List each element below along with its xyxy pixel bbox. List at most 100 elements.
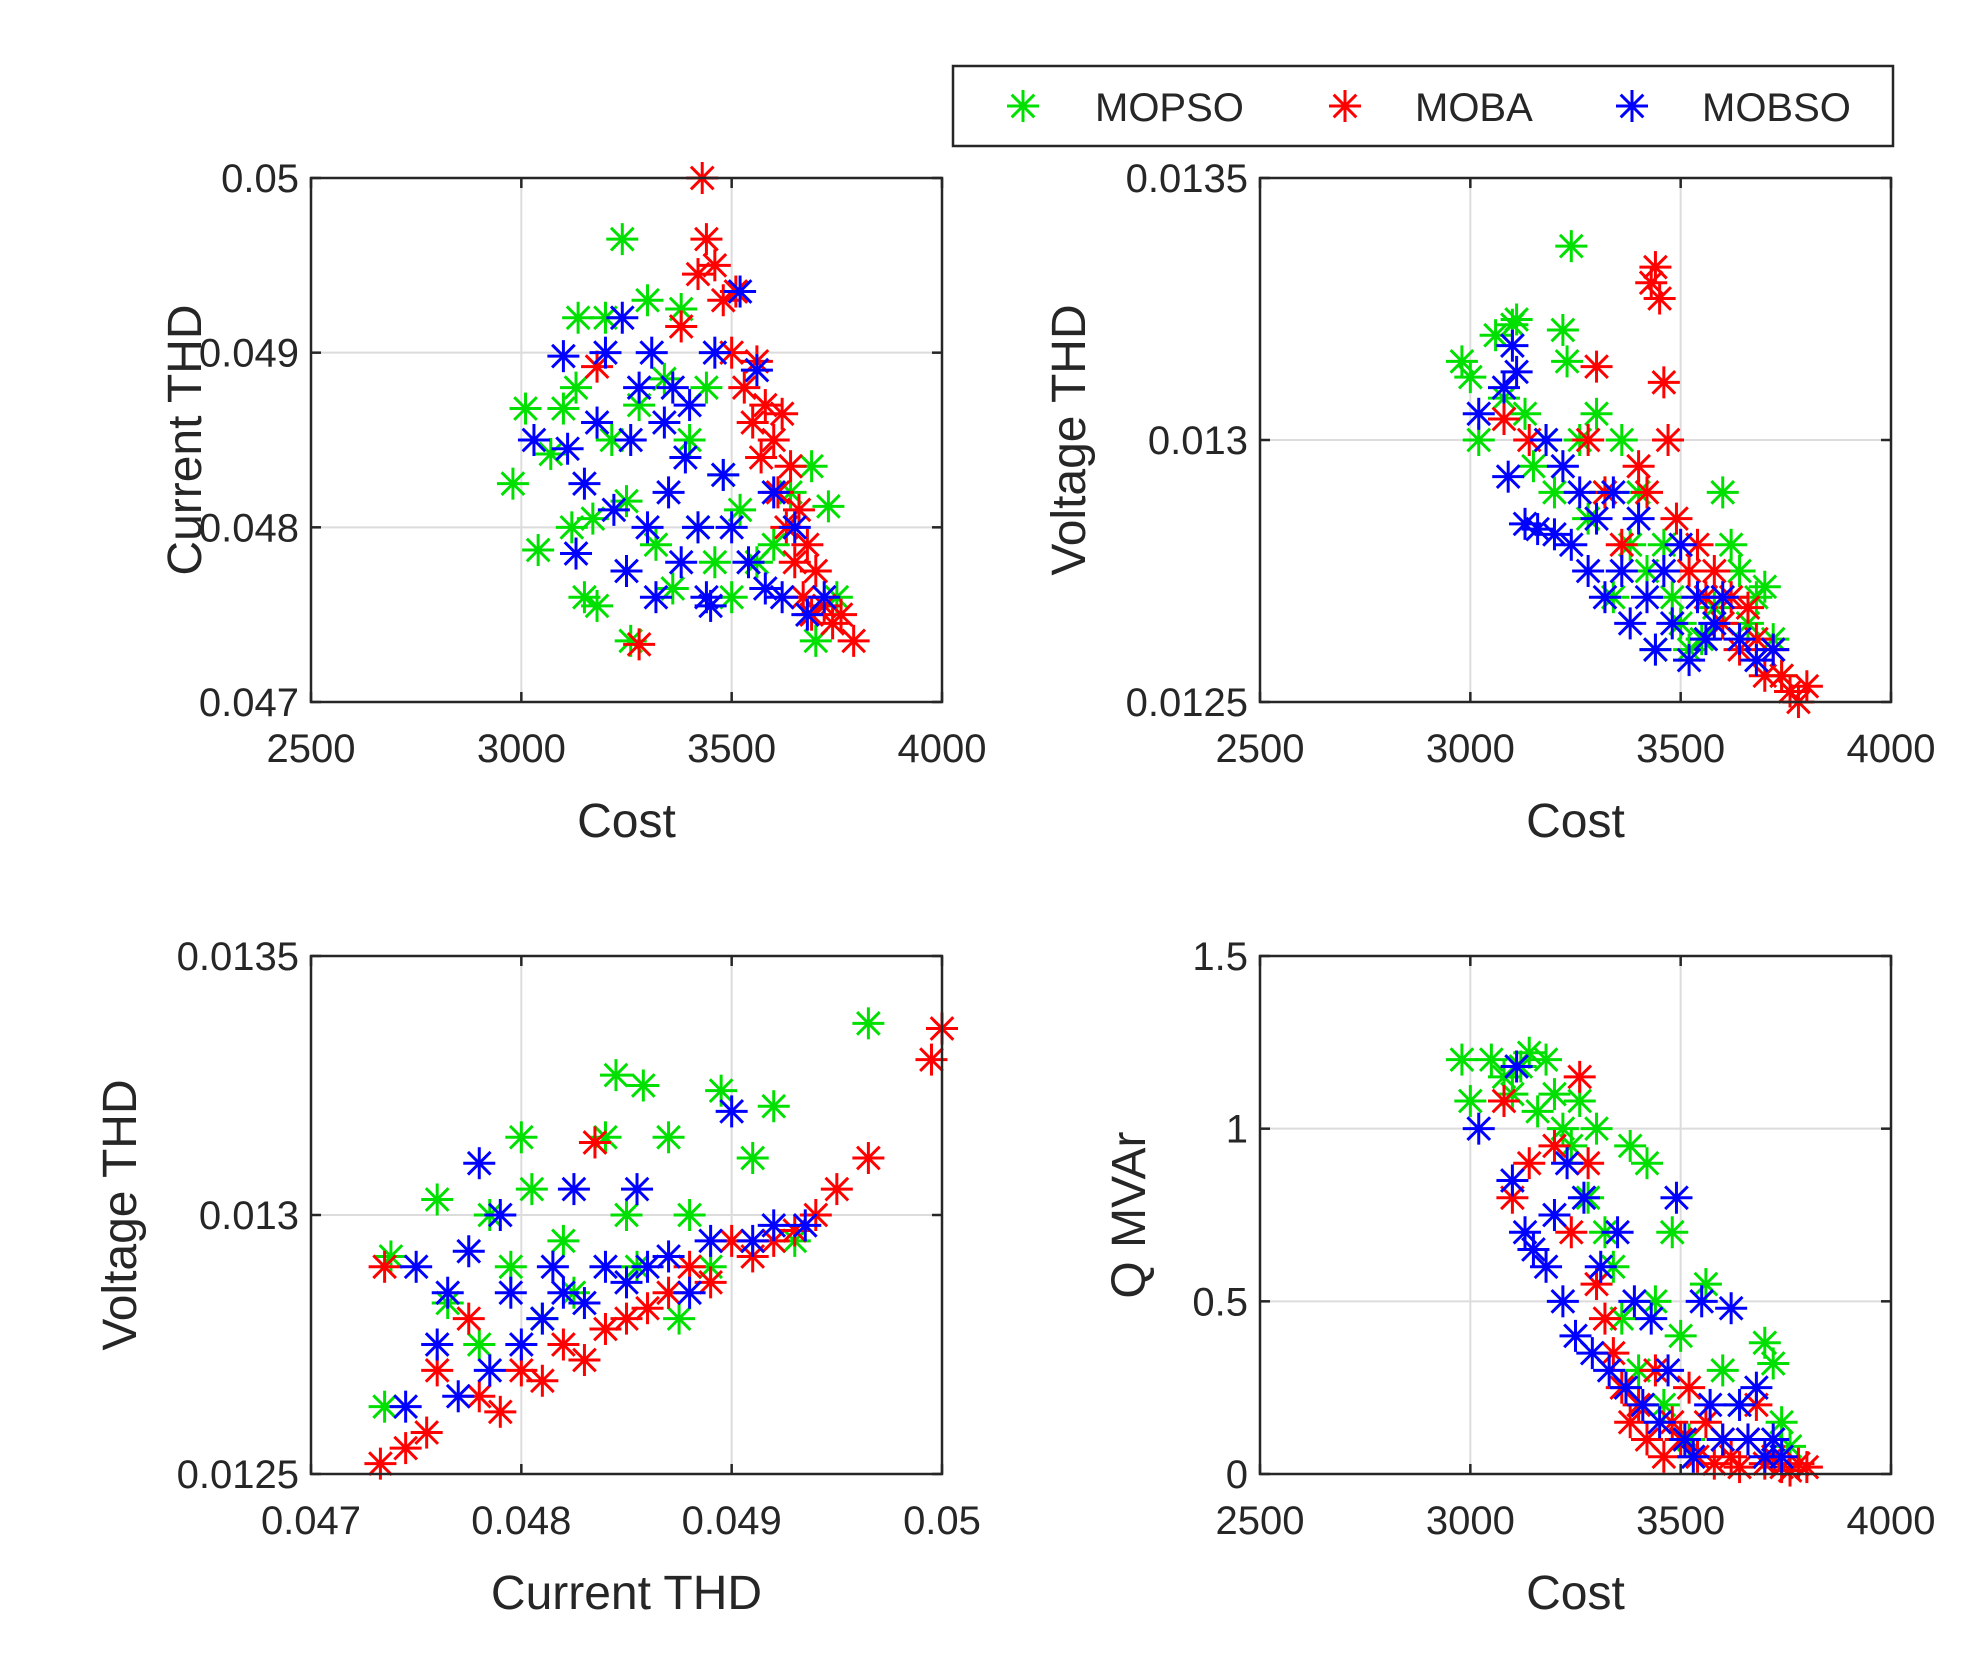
data-point-mobso <box>665 546 698 579</box>
data-point-mobso <box>631 1250 664 1283</box>
data-point-mopso <box>562 301 595 334</box>
data-point-mobso <box>732 546 765 579</box>
data-point-mopso <box>1664 1319 1697 1352</box>
data-point-mobso <box>614 424 647 456</box>
data-point-mobso <box>400 1250 433 1283</box>
data-point-mopso <box>595 424 628 456</box>
data-point-mopso <box>1445 1043 1478 1076</box>
data-point-moba <box>766 397 799 430</box>
data-point-mobso <box>631 511 664 544</box>
data-point-mopso <box>547 1224 580 1257</box>
axes-box <box>1258 954 1893 1476</box>
data-point-moba <box>1538 1129 1571 1162</box>
data-point-mopso <box>421 1183 454 1216</box>
data-point-moba <box>1580 350 1613 383</box>
data-point-moba <box>694 1266 727 1299</box>
data-point-mopso <box>463 1328 496 1361</box>
data-point-moba <box>631 1292 664 1325</box>
data-point-mopso <box>589 1121 622 1154</box>
data-point-mobso <box>1593 1354 1626 1387</box>
data-point-mobso <box>1597 476 1630 509</box>
plot-area <box>1260 956 1891 1474</box>
data-point-mobso <box>589 336 622 369</box>
y-tick-label: 1 <box>1226 1108 1248 1152</box>
y-tick-label: 0.0125 <box>1126 681 1248 725</box>
data-point-mopso <box>757 1090 790 1123</box>
x-tick-label: 0.048 <box>471 1499 571 1543</box>
data-point-mopso <box>757 528 790 561</box>
data-point-moba <box>1487 1085 1520 1118</box>
legend-entry-mobso: MOBSO <box>1616 86 1851 130</box>
data-point-mopso <box>1765 1406 1798 1439</box>
x-tick-label: 3000 <box>1426 1499 1515 1543</box>
data-point-moba <box>1588 1302 1621 1335</box>
legend-entry-moba: MOBA <box>1329 86 1533 130</box>
data-point-mobso <box>1673 644 1706 677</box>
data-point-mobso <box>757 476 790 509</box>
data-point-mopso <box>673 1199 706 1231</box>
data-point-mopso <box>606 223 639 256</box>
series-mobso <box>389 1095 822 1423</box>
data-point-moba <box>749 389 782 422</box>
y-tick-label: 0.5 <box>1192 1280 1248 1324</box>
data-point-mobso <box>1462 1112 1495 1145</box>
data-point-mopso <box>496 467 529 500</box>
x-tick-label: 3500 <box>1636 1499 1725 1543</box>
data-point-mobso <box>1530 424 1563 456</box>
x-tick-label: 3000 <box>1426 727 1515 771</box>
data-point-mobso <box>766 581 799 614</box>
data-point-mobso <box>635 336 668 369</box>
data-point-mobso <box>473 1354 506 1387</box>
data-point-mobso <box>1462 397 1495 430</box>
data-point-moba <box>682 258 715 291</box>
x-tick-label: 3500 <box>1636 727 1725 771</box>
data-point-moba <box>1572 1147 1605 1180</box>
data-point-mopso <box>509 392 542 425</box>
data-point-mobso <box>1652 1354 1685 1387</box>
data-point-mopso <box>1748 570 1781 603</box>
data-point-moba <box>1660 502 1693 535</box>
y-axis-label: Current THD <box>159 304 212 575</box>
data-point-mobso <box>1614 607 1647 640</box>
data-point-mobso <box>1517 1233 1550 1266</box>
data-point-mobso <box>557 1173 590 1206</box>
data-point-moba <box>1790 670 1823 703</box>
data-point-mobso <box>1622 502 1655 535</box>
data-point-moba <box>610 1302 643 1335</box>
data-point-moba <box>1563 1060 1596 1093</box>
data-point-moba <box>852 1142 885 1175</box>
data-point-moba <box>1605 528 1638 561</box>
data-point-mobso <box>639 581 672 614</box>
x-tick-label: 4000 <box>1847 727 1936 771</box>
data-point-mobso <box>1715 1292 1748 1325</box>
data-point-mobso <box>1580 502 1613 535</box>
data-point-mopso <box>1500 303 1533 336</box>
data-point-moba <box>484 1395 517 1428</box>
y-tick-label: 0.047 <box>199 681 299 725</box>
data-point-mobso <box>581 406 614 439</box>
data-point-mobso <box>1668 1423 1701 1456</box>
y-tick-label: 0.05 <box>221 157 299 201</box>
data-point-mopso <box>1605 424 1638 456</box>
x-axis-label: Current THD <box>491 1567 762 1620</box>
data-point-mobso <box>1677 1440 1710 1473</box>
data-point-mobso <box>682 511 715 544</box>
data-point-moba <box>652 1276 685 1309</box>
data-point-mopso <box>665 293 698 325</box>
legend: MOPSO MOBA MOBSO <box>951 64 1895 148</box>
data-point-mobso <box>1660 1181 1693 1214</box>
data-point-mobso <box>1601 1216 1634 1249</box>
data-point-mobso <box>1555 528 1588 561</box>
series-moba <box>364 1012 958 1480</box>
plot-cost-vs-voltage-thd: 2500 3000 3500 4000 0.0125 0.013 0.0135 Cost Vol… <box>1043 157 1935 848</box>
data-point-moba <box>452 1302 485 1335</box>
data-point-mopso <box>1546 313 1579 346</box>
data-point-mopso <box>1723 555 1756 587</box>
data-point-moba <box>820 1173 853 1206</box>
data-point-mobso <box>1546 450 1579 483</box>
y-axis-label: Voltage THD <box>94 1079 147 1350</box>
data-point-mobso <box>715 511 748 544</box>
data-point-mobso <box>724 275 757 308</box>
data-point-moba <box>410 1416 443 1449</box>
data-point-mopso <box>515 1173 548 1206</box>
